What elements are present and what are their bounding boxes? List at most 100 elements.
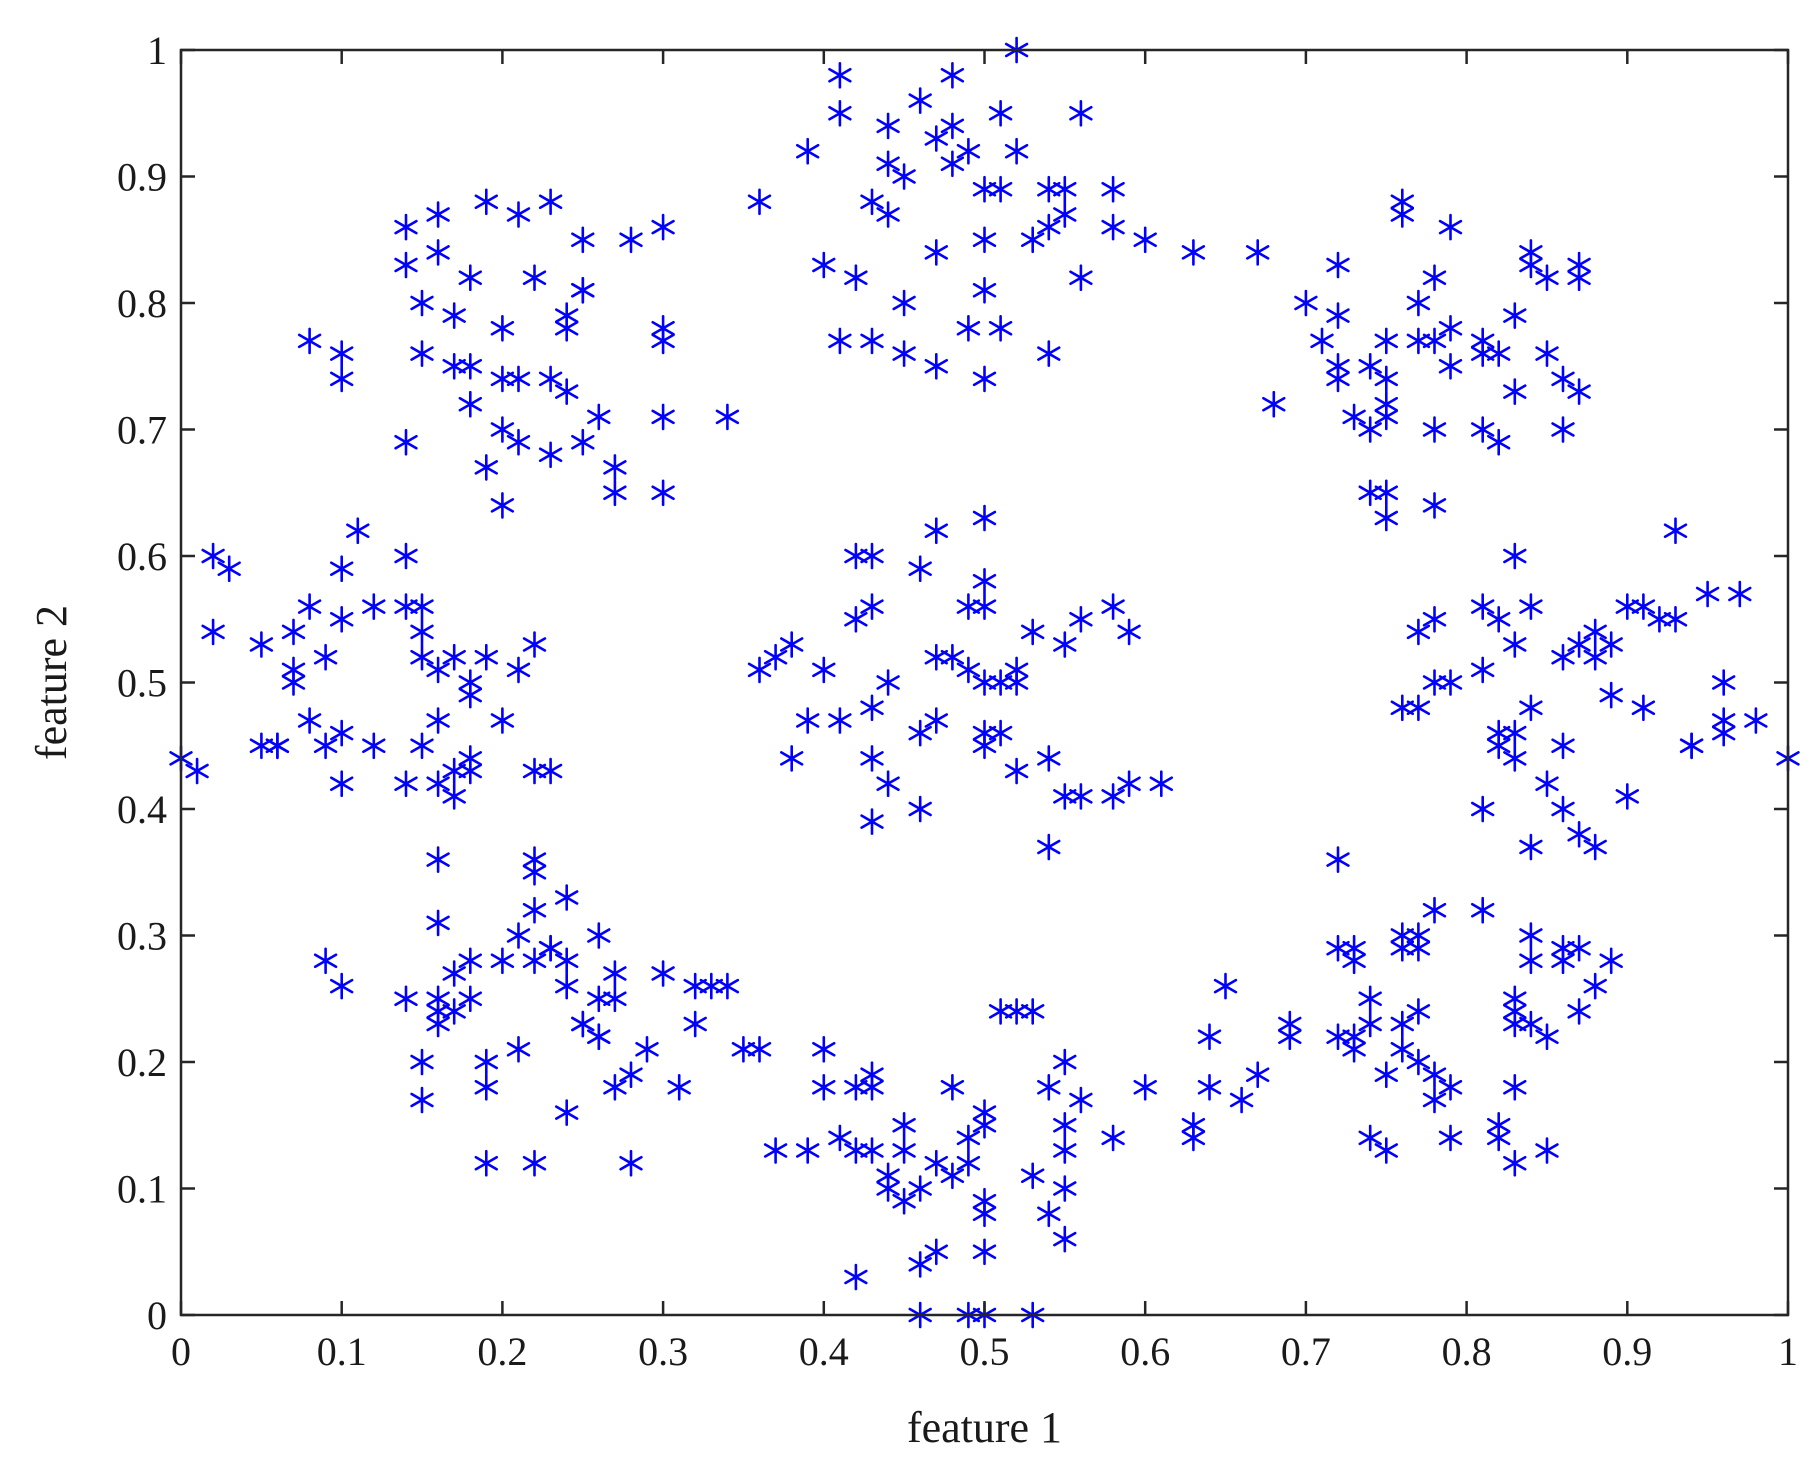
data-point [281,656,306,684]
data-point [924,352,948,380]
data-point [297,327,322,355]
data-point [1695,580,1720,608]
data-point [1229,1086,1254,1114]
data-point [715,972,740,1000]
data-point [426,656,450,684]
data-point [249,732,274,760]
data-point [940,643,965,671]
data-point [1631,593,1656,620]
data-point [956,137,981,165]
data-point [956,593,981,620]
data-point [1053,1225,1077,1253]
data-point [410,340,434,367]
data-point [796,137,820,165]
data-point [844,1263,868,1291]
data-point [1390,201,1414,228]
data-point [1631,694,1656,722]
data-point [892,1112,916,1139]
data-point [812,656,836,684]
data-point [1422,327,1447,355]
data-point [972,593,997,620]
data-point [1422,1061,1447,1088]
data-point [1422,492,1447,519]
data-point [571,226,595,254]
data-point [297,593,322,620]
data-point [1567,251,1591,279]
data-point [522,757,547,785]
data-point [1406,618,1431,646]
data-point [490,314,515,342]
data-point [538,757,563,785]
data-point [1422,669,1447,696]
data-point [1326,846,1350,873]
data-point [410,289,434,317]
data-point [1246,1061,1270,1088]
x-tick-label: 0.1 [317,1329,367,1374]
data-point [651,213,675,241]
data-point [1406,998,1431,1025]
data-point [844,542,868,570]
data-point [1117,618,1141,646]
data-point [1374,327,1398,355]
data-point [908,1175,932,1202]
data-point [1583,972,1607,1000]
data-point [1037,213,1061,241]
data-point [1519,947,1543,975]
data-point [1181,1112,1206,1139]
data-point [1406,327,1431,355]
data-point [1294,289,1318,317]
data-point [860,327,884,355]
x-tick-label: 0.7 [1281,1329,1331,1374]
data-point [506,365,531,393]
data-point [1599,681,1623,709]
x-tick-label: 0.8 [1442,1329,1492,1374]
data-point [635,1036,659,1063]
data-point [1197,1074,1222,1101]
data-point [1503,1149,1527,1177]
data-point [538,365,563,393]
data-point [603,1074,627,1101]
data-point [1262,390,1286,418]
data-point [1615,593,1639,620]
data-point [972,1112,997,1139]
data-point [924,239,948,266]
data-point [892,1187,916,1215]
data-point [506,201,531,228]
data-point [763,643,788,671]
data-point [1037,833,1061,861]
data-point [474,1149,498,1177]
data-point [1358,1124,1382,1152]
data-point [442,302,466,329]
data-point [1615,783,1639,810]
data-point [1374,365,1398,393]
data-point [458,681,482,709]
data-point [1374,479,1398,507]
data-point [490,707,515,734]
data-point [426,846,450,873]
data-point [587,985,611,1013]
data-point [1374,1137,1398,1164]
data-point [1390,694,1414,722]
data-point [796,707,820,734]
data-point [860,694,884,722]
data-point [972,504,997,532]
data-point [972,1200,997,1228]
data-point [731,1036,756,1063]
data-point [458,352,482,380]
data-point [956,656,981,684]
data-point [1438,213,1463,241]
data-point [330,605,354,633]
data-point [1599,947,1623,975]
y-axis-title: feature 2 [27,605,76,760]
data-point [1503,302,1527,329]
data-point [667,1074,691,1101]
data-point [1342,1036,1366,1063]
data-point [892,340,916,367]
data-point [1438,352,1463,380]
data-point [603,454,627,481]
data-point [1422,896,1447,924]
data-point [860,593,884,620]
data-point [538,188,563,216]
data-point [1503,631,1527,658]
data-point [522,264,547,292]
